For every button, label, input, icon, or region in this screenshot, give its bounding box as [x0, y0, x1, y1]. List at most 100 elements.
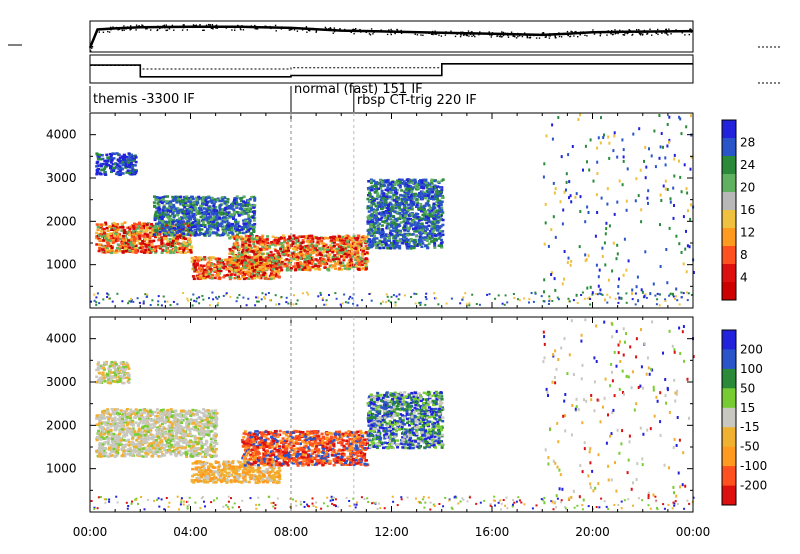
power-cell: [287, 246, 291, 249]
power-cell: [253, 245, 257, 248]
nsky-point: [604, 31, 606, 33]
nsky-point: [368, 33, 371, 35]
power-cell: [387, 204, 390, 208]
power-cell: [432, 226, 436, 229]
nsky-point: [390, 33, 392, 36]
power-cell: [124, 241, 128, 245]
power-cell: [243, 259, 247, 263]
power-cell: [202, 217, 206, 221]
power-cell: [291, 237, 295, 240]
power-cell: [321, 251, 325, 254]
power-cell: [182, 204, 186, 207]
power-cell: [248, 210, 251, 213]
power-cell: [247, 217, 251, 221]
power-cell: [182, 210, 186, 213]
power-cell: [407, 198, 411, 201]
power-cell: [402, 194, 406, 197]
power-cell: [419, 218, 423, 222]
power-cell: [279, 247, 283, 251]
nsky-point: [582, 32, 584, 35]
power-cell: [95, 231, 99, 235]
nsky-point: [689, 28, 692, 30]
power-cell: [237, 268, 240, 272]
nsky-point: [193, 24, 195, 27]
power-cell: [255, 257, 259, 260]
nsky-point: [344, 28, 346, 31]
cpid-segment-label: normal (fast) 151 IF: [294, 82, 423, 97]
power-cell: [271, 268, 275, 271]
power-cell: [97, 237, 101, 241]
power-cell: [222, 264, 226, 268]
power-cell: [99, 172, 103, 176]
power-cell: [435, 229, 439, 232]
nsky-point: [502, 31, 505, 34]
power-cell: [304, 249, 308, 252]
power-cell: [187, 221, 191, 224]
power-cell: [412, 213, 416, 217]
power-cell: [129, 238, 133, 241]
power-cell: [389, 182, 393, 186]
power-cell: [169, 225, 173, 229]
power-cell: [191, 233, 195, 236]
nsky-point: [512, 35, 514, 37]
power-cell: [223, 218, 227, 221]
power-cell: [208, 264, 212, 267]
power-cell: [176, 231, 180, 234]
power-cell: [439, 214, 443, 218]
power-cell: [394, 225, 398, 229]
power-cell: [414, 228, 418, 232]
nsky-point: [521, 35, 524, 38]
power-cell: [109, 244, 113, 248]
power-cell: [183, 202, 187, 205]
power-cell: [252, 274, 256, 277]
nsky-point: [524, 32, 526, 34]
power-cell: [292, 256, 296, 259]
power-cell: [169, 203, 173, 206]
nsky-point: [256, 28, 259, 30]
power-cell: [262, 262, 266, 266]
power-cell: [433, 184, 437, 187]
power-cell: [344, 301, 347, 304]
power-cell: [170, 234, 174, 237]
nsky-point: [330, 27, 332, 30]
power-cell: [218, 208, 222, 211]
power-cell: [416, 184, 420, 187]
power-cell: [315, 251, 319, 254]
power-cell: [391, 208, 395, 211]
power-cell: [234, 223, 238, 226]
nsky-point: [400, 32, 403, 34]
power-cell: [215, 232, 219, 235]
power-cell: [435, 221, 439, 224]
power-cell: [155, 196, 159, 199]
power-cell: [431, 190, 435, 194]
power-cell: [194, 207, 198, 210]
power-cell: [291, 252, 295, 255]
power-cell: [367, 228, 371, 232]
power-cell: [152, 248, 156, 252]
power-cell: [195, 221, 198, 225]
power-cell: [123, 229, 127, 232]
power-cell: [285, 258, 289, 261]
power-cell: [197, 195, 201, 199]
power-cell: [285, 264, 289, 268]
power-cell: [361, 254, 365, 258]
power-cell: [230, 226, 234, 229]
power-cell: [171, 222, 175, 226]
power-cell: [408, 240, 412, 244]
power-cell: [326, 258, 330, 262]
power-cell: [276, 275, 280, 278]
nsky-point: [529, 34, 531, 37]
power-cell: [403, 185, 407, 188]
power-cell: [109, 156, 113, 159]
power-cell: [246, 243, 250, 247]
nsky-point: [466, 34, 468, 37]
nsky-point: [514, 35, 516, 38]
power-cell: [437, 201, 441, 204]
power-cell: [405, 178, 409, 181]
power-cell: [138, 223, 142, 226]
power-cell: [181, 223, 185, 227]
power-cell: [223, 202, 227, 205]
power-cell: [252, 213, 256, 216]
power-cell: [102, 239, 106, 242]
power-cell: [308, 257, 311, 260]
